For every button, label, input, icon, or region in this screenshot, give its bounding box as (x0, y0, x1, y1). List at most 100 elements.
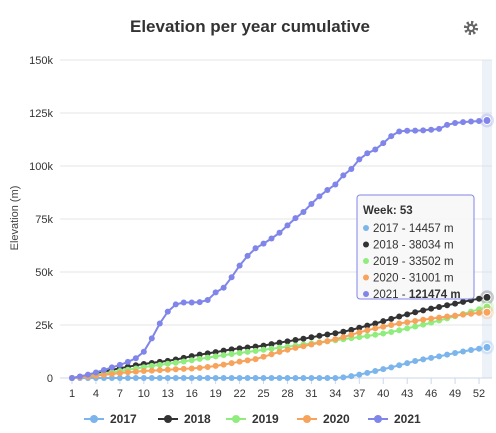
data-point (220, 347, 227, 354)
data-point (148, 335, 155, 342)
chart-title: Elevation per year cumulative (130, 17, 370, 36)
tooltip-marker (363, 241, 369, 248)
data-point (324, 375, 331, 381)
data-point (372, 320, 379, 327)
data-point (212, 353, 219, 360)
data-point (316, 332, 323, 339)
data-point (196, 299, 203, 306)
tooltip-row-label: 2018 - (373, 240, 409, 252)
data-point (332, 336, 339, 343)
data-point (356, 156, 363, 163)
data-point (388, 315, 395, 322)
data-point (212, 362, 219, 369)
data-point (108, 364, 115, 371)
data-point (292, 375, 299, 381)
data-point (252, 245, 259, 252)
data-point (324, 186, 331, 193)
data-point (380, 366, 387, 373)
data-point (444, 351, 451, 358)
data-point (452, 119, 459, 126)
data-point (276, 375, 283, 381)
data-point (188, 375, 195, 381)
legend-label: 2019 (252, 412, 279, 426)
data-point (452, 300, 459, 307)
data-point (404, 325, 411, 332)
x-tick-label: 19 (210, 388, 222, 400)
tooltip-marker (363, 225, 369, 231)
data-point (308, 375, 315, 381)
data-point (316, 339, 323, 346)
tooltip-row-value: 31001 m (409, 273, 454, 285)
x-tick-label: 1 (69, 388, 75, 400)
data-point (460, 298, 467, 305)
data-point (420, 127, 427, 134)
data-point (356, 334, 363, 341)
legend-item-2017[interactable]: 2017 (84, 412, 137, 426)
data-point (332, 330, 339, 337)
data-point (236, 262, 243, 269)
data-point (364, 369, 371, 376)
x-tick-label: 7 (117, 388, 123, 400)
legend-marker (164, 415, 172, 423)
tooltip-row: 2020 - 31001 m (373, 273, 454, 285)
x-axis-ticks: 1 4 7 10 13 16 19 22 25 28 31 34 37 40 43 46 49 52 (69, 378, 485, 400)
data-point (180, 375, 187, 381)
data-point (164, 360, 171, 367)
data-point (276, 344, 283, 351)
data-point (428, 354, 435, 361)
hover-point (482, 115, 492, 125)
legend-label: 2020 (323, 412, 350, 426)
data-point (84, 371, 91, 378)
data-point (228, 274, 235, 281)
data-point (204, 375, 211, 381)
data-point (140, 375, 147, 381)
data-point (372, 331, 379, 338)
data-point (340, 334, 347, 341)
data-point (132, 355, 139, 362)
tooltip-marker (363, 274, 369, 281)
data-point (316, 193, 323, 200)
data-point (420, 321, 427, 328)
legend-marker (303, 415, 311, 423)
data-point (252, 343, 259, 350)
data-point (276, 339, 283, 346)
x-tick-label: 49 (449, 388, 461, 400)
data-point (348, 331, 355, 338)
data-point (388, 322, 395, 328)
data-point (76, 373, 83, 380)
data-point (356, 324, 363, 331)
data-point (444, 313, 451, 320)
data-point (172, 366, 179, 373)
data-point (332, 181, 339, 188)
x-tick-label: 37 (353, 388, 365, 400)
data-point (396, 128, 403, 135)
data-point (236, 375, 243, 381)
data-point (212, 289, 219, 296)
data-point (252, 347, 259, 354)
data-point (468, 347, 475, 354)
data-point (444, 121, 451, 128)
legend-item-2021[interactable]: 2021 (368, 412, 421, 426)
legend-item-2020[interactable]: 2020 (297, 412, 350, 426)
data-point (268, 345, 275, 352)
legend-item-2018[interactable]: 2018 (158, 412, 211, 426)
legend-item-2019[interactable]: 2019 (226, 412, 279, 426)
data-point (396, 327, 403, 334)
data-point (436, 314, 443, 321)
data-point (69, 375, 75, 381)
data-point (284, 346, 291, 353)
data-point (116, 370, 123, 377)
hover-point (482, 342, 492, 352)
data-point (140, 348, 147, 355)
data-point (124, 375, 131, 381)
x-tick-label: 13 (162, 388, 174, 400)
data-point (300, 343, 307, 350)
data-point (164, 308, 171, 315)
data-point (100, 366, 107, 373)
gear-icon[interactable] (463, 20, 479, 36)
data-point (460, 119, 467, 126)
data-point (140, 368, 147, 375)
data-point (428, 315, 435, 322)
data-point (180, 358, 187, 365)
data-point (108, 370, 115, 377)
